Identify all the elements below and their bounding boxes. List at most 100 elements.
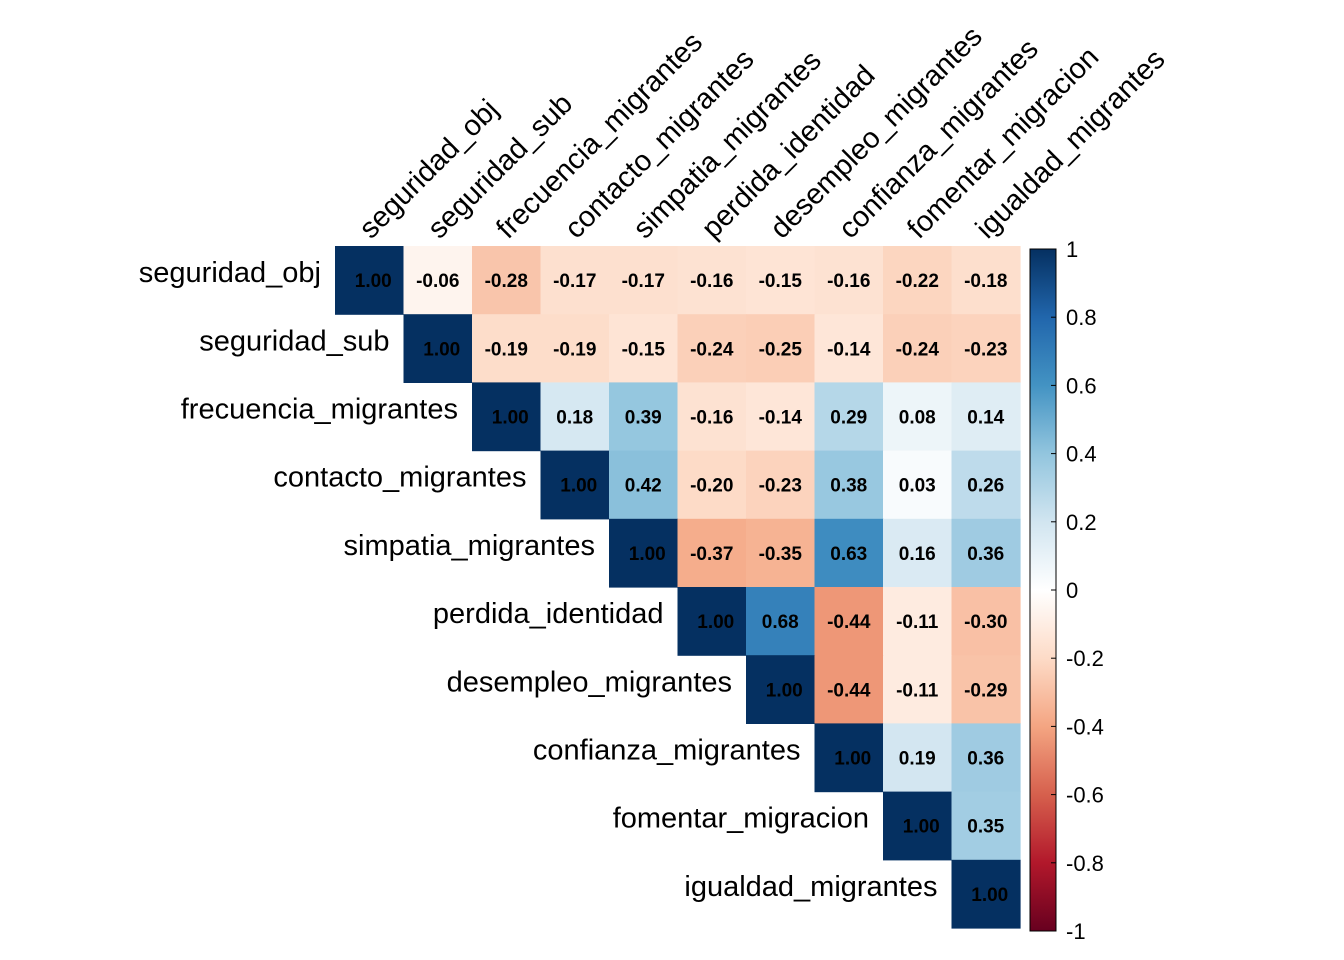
heatmap-cell [746,655,816,724]
row-label: seguridad_sub [199,325,389,357]
heatmap-cell [472,382,542,452]
heatmap-cell [403,246,473,315]
colorbar-tick-label: 1 [1066,237,1078,262]
cell-value-label: 1.00 [629,544,666,565]
cell-value-label: -0.11 [896,612,939,633]
heatmap-cell [609,314,679,383]
heatmap-cell [746,450,816,520]
cell-value-label: -0.16 [690,408,733,429]
cell-value-label: 0.42 [625,476,662,497]
heatmap-cell [883,518,953,588]
heatmap-cell [814,382,884,452]
heatmap-cell [951,382,1021,452]
cell-value-label: -0.35 [759,544,803,565]
cell-value-label: 0.19 [899,749,936,770]
heatmap-cell [951,655,1021,724]
cell-value-label: 0.14 [967,408,1004,429]
cell-value-label: 0.36 [967,544,1004,565]
heatmap-cell [814,246,884,315]
heatmap-cell [746,246,816,315]
heatmap-cell [951,859,1021,929]
column-labels: seguridad_objseguridad_subfrecuencia_mig… [353,21,1171,245]
cell-value-label: 1.00 [560,476,597,497]
cell-value-label: 0.18 [556,408,593,429]
colorbar-tick-label: 0 [1066,578,1078,603]
heatmap-cell [540,382,610,452]
heatmap-cell [677,518,747,588]
row-label: seguridad_obj [139,257,321,289]
cell-value-label: -0.24 [690,339,734,360]
heatmap-cell [746,518,816,588]
heatmap-cell [609,382,679,452]
heatmap-cell [814,314,884,383]
cell-value-label: 1.00 [834,749,871,770]
cell-value-label: -0.11 [896,680,939,701]
heatmap-cell [677,246,747,315]
heatmap-cells: 1.00 -0.06 -0.28 -0.17 -0.17 -0.16 -0.15 -0.16 -… [335,246,1021,929]
heatmap-cell [951,587,1021,656]
row-label: contacto_migrantes [273,462,526,494]
heatmap-cell [814,723,884,793]
cell-value-label: -0.18 [964,271,1007,292]
heatmap-cell [677,587,747,656]
heatmap-cell [746,314,816,383]
cell-value-label: 0.29 [830,408,867,429]
heatmap-cell [951,723,1021,793]
cell-value-label: -0.14 [827,339,871,360]
cell-value-label: -0.28 [485,271,528,292]
heatmap-cell [883,314,953,383]
cell-value-label: 1.00 [766,680,803,701]
colorbar-tick-label: 0.6 [1066,373,1097,398]
cell-value-label: -0.17 [553,271,596,292]
heatmap-cell [677,314,747,383]
heatmap-cell [883,791,953,861]
row-label: perdida_identidad [433,598,664,630]
cell-value-label: 0.63 [830,544,867,565]
row-label: desempleo_migrantes [447,666,732,698]
heatmap-cell [609,246,679,315]
heatmap-cell [883,246,953,315]
row-label: frecuencia_migrantes [181,394,458,426]
heatmap-cell [403,314,473,383]
cell-value-label: -0.16 [690,271,733,292]
colorbar-tick-label: 0.4 [1066,442,1097,467]
cell-value-label: -0.19 [485,339,528,360]
colorbar-tick-label: 0.2 [1066,510,1097,535]
heatmap-cell [335,246,405,315]
cell-value-label: -0.30 [964,612,1007,633]
cell-value-label: -0.24 [896,339,940,360]
cell-value-label: -0.23 [759,476,802,497]
heatmap-cell [951,791,1021,861]
cell-value-label: -0.15 [759,271,803,292]
row-label: simpatia_migrantes [344,530,595,562]
colorbar-tick-label: -0.4 [1066,714,1104,739]
heatmap-cell [540,314,610,383]
heatmap-cell [746,382,816,452]
cell-value-label: -0.17 [622,271,665,292]
cell-value-label: -0.20 [690,476,733,497]
heatmap-cell [951,518,1021,588]
cell-value-label: 0.39 [625,408,662,429]
colorbar: 1 0.8 0.6 0.4 0.2 0 -0.2 -0.4 -0.6 -0.8 -1 [1029,237,1104,944]
heatmap-cell [951,246,1021,315]
heatmap-cell [951,314,1021,383]
heatmap-cell [883,655,953,724]
cell-value-label: -0.44 [827,680,871,701]
cell-value-label: 1.00 [492,408,529,429]
cell-value-label: 1.00 [971,885,1008,906]
cell-value-label: 1.00 [697,612,734,633]
heatmap-cell [677,382,747,452]
heatmap-cell [883,587,953,656]
heatmap-cell [814,655,884,724]
cell-value-label: -0.15 [622,339,666,360]
colorbar-tick-label: -0.8 [1066,851,1104,876]
cell-value-label: -0.29 [964,680,1007,701]
cell-value-label: -0.14 [759,408,803,429]
heatmap-cell [814,450,884,520]
colorbar-tick-label: 0.8 [1066,305,1097,330]
heatmap-cell [814,587,884,656]
cell-value-label: 1.00 [355,271,392,292]
cell-value-label: 0.35 [967,817,1004,838]
row-label: confianza_migrantes [533,735,801,767]
